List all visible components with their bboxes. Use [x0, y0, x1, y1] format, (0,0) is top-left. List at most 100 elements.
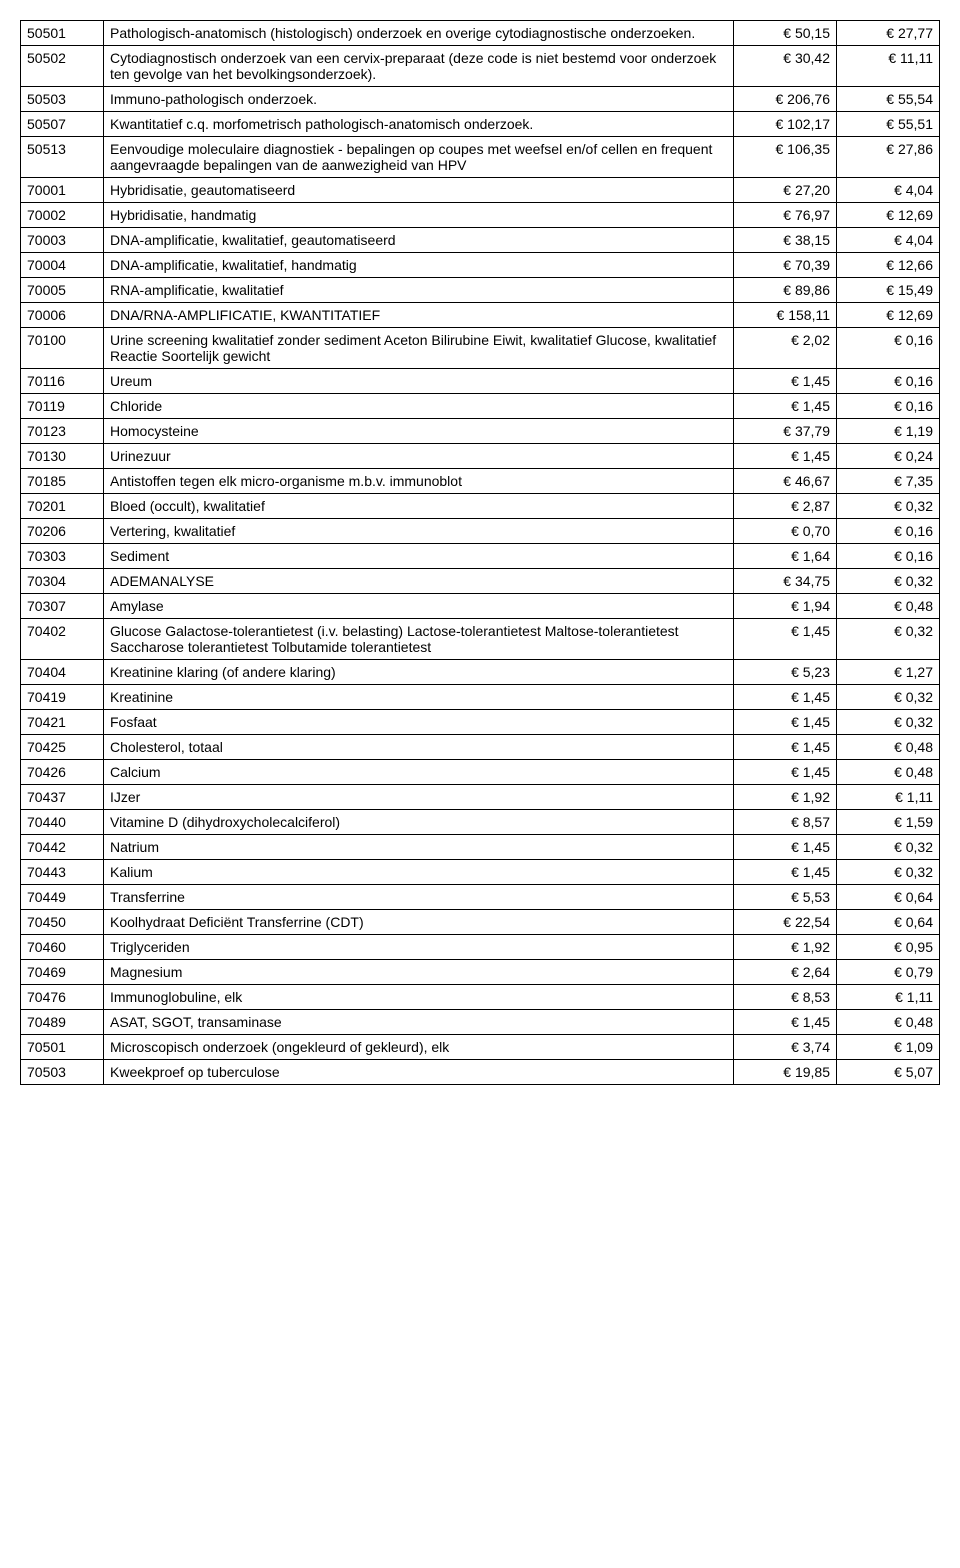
price1-cell: € 34,75	[734, 569, 837, 594]
price2-cell: € 0,16	[837, 544, 940, 569]
price2-cell: € 0,48	[837, 760, 940, 785]
price1-cell: € 37,79	[734, 419, 837, 444]
code-cell: 70304	[21, 569, 104, 594]
price1-cell: € 1,45	[734, 685, 837, 710]
price-table: 50501Pathologisch-anatomisch (histologis…	[20, 20, 940, 1085]
code-cell: 70201	[21, 494, 104, 519]
price2-cell: € 0,79	[837, 960, 940, 985]
price2-cell: € 0,48	[837, 735, 940, 760]
description-cell: IJzer	[104, 785, 734, 810]
price1-cell: € 206,76	[734, 87, 837, 112]
price1-cell: € 2,87	[734, 494, 837, 519]
price2-cell: € 1,11	[837, 985, 940, 1010]
table-row: 70303Sediment€ 1,64€ 0,16	[21, 544, 940, 569]
price2-cell: € 1,19	[837, 419, 940, 444]
code-cell: 50502	[21, 46, 104, 87]
table-row: 70130Urinezuur€ 1,45€ 0,24	[21, 444, 940, 469]
code-cell: 50507	[21, 112, 104, 137]
price1-cell: € 2,64	[734, 960, 837, 985]
code-cell: 70489	[21, 1010, 104, 1035]
description-cell: Urinezuur	[104, 444, 734, 469]
description-cell: Chloride	[104, 394, 734, 419]
price2-cell: € 0,64	[837, 885, 940, 910]
table-row: 50503Immuno-pathologisch onderzoek.€ 206…	[21, 87, 940, 112]
price2-cell: € 1,27	[837, 660, 940, 685]
description-cell: Glucose Galactose-tolerantietest (i.v. b…	[104, 619, 734, 660]
table-row: 70001Hybridisatie, geautomatiseerd€ 27,2…	[21, 178, 940, 203]
code-cell: 70002	[21, 203, 104, 228]
price2-cell: € 1,11	[837, 785, 940, 810]
price2-cell: € 1,09	[837, 1035, 940, 1060]
description-cell: Hybridisatie, geautomatiseerd	[104, 178, 734, 203]
price1-cell: € 106,35	[734, 137, 837, 178]
price2-cell: € 0,32	[837, 685, 940, 710]
description-cell: Immunoglobuline, elk	[104, 985, 734, 1010]
description-cell: Eenvoudige moleculaire diagnostiek - bep…	[104, 137, 734, 178]
table-row: 70440Vitamine D (dihydroxycholecalcifero…	[21, 810, 940, 835]
table-row: 70437IJzer€ 1,92€ 1,11	[21, 785, 940, 810]
code-cell: 70469	[21, 960, 104, 985]
table-row: 70004DNA-amplificatie, kwalitatief, hand…	[21, 253, 940, 278]
code-cell: 70005	[21, 278, 104, 303]
code-cell: 70425	[21, 735, 104, 760]
price2-cell: € 7,35	[837, 469, 940, 494]
table-row: 70419Kreatinine€ 1,45€ 0,32	[21, 685, 940, 710]
price1-cell: € 1,45	[734, 760, 837, 785]
price2-cell: € 15,49	[837, 278, 940, 303]
description-cell: ASAT, SGOT, transaminase	[104, 1010, 734, 1035]
price1-cell: € 1,92	[734, 785, 837, 810]
price2-cell: € 0,64	[837, 910, 940, 935]
description-cell: DNA/RNA-AMPLIFICATIE, KWANTITATIEF	[104, 303, 734, 328]
price1-cell: € 1,45	[734, 394, 837, 419]
code-cell: 70449	[21, 885, 104, 910]
code-cell: 70119	[21, 394, 104, 419]
description-cell: Kreatinine	[104, 685, 734, 710]
code-cell: 70402	[21, 619, 104, 660]
price1-cell: € 102,17	[734, 112, 837, 137]
code-cell: 50503	[21, 87, 104, 112]
description-cell: Bloed (occult), kwalitatief	[104, 494, 734, 519]
price1-cell: € 27,20	[734, 178, 837, 203]
description-cell: Transferrine	[104, 885, 734, 910]
code-cell: 70419	[21, 685, 104, 710]
table-row: 70005RNA-amplificatie, kwalitatief€ 89,8…	[21, 278, 940, 303]
table-row: 70501Microscopisch onderzoek (ongekleurd…	[21, 1035, 940, 1060]
price2-cell: € 55,54	[837, 87, 940, 112]
price1-cell: € 76,97	[734, 203, 837, 228]
table-row: 70304ADEMANALYSE€ 34,75€ 0,32	[21, 569, 940, 594]
price1-cell: € 50,15	[734, 21, 837, 46]
description-cell: Magnesium	[104, 960, 734, 985]
description-cell: Triglyceriden	[104, 935, 734, 960]
code-cell: 70004	[21, 253, 104, 278]
code-cell: 70476	[21, 985, 104, 1010]
price1-cell: € 5,53	[734, 885, 837, 910]
description-cell: Vertering, kwalitatief	[104, 519, 734, 544]
price1-cell: € 70,39	[734, 253, 837, 278]
table-row: 50501Pathologisch-anatomisch (histologis…	[21, 21, 940, 46]
table-row: 70402Glucose Galactose-tolerantietest (i…	[21, 619, 940, 660]
price1-cell: € 3,74	[734, 1035, 837, 1060]
code-cell: 70421	[21, 710, 104, 735]
price1-cell: € 1,64	[734, 544, 837, 569]
price1-cell: € 158,11	[734, 303, 837, 328]
table-row: 70100Urine screening kwalitatief zonder …	[21, 328, 940, 369]
price1-cell: € 22,54	[734, 910, 837, 935]
description-cell: ADEMANALYSE	[104, 569, 734, 594]
description-cell: Kreatinine klaring (of andere klaring)	[104, 660, 734, 685]
price1-cell: € 0,70	[734, 519, 837, 544]
table-row: 70489ASAT, SGOT, transaminase€ 1,45€ 0,4…	[21, 1010, 940, 1035]
description-cell: Cholesterol, totaal	[104, 735, 734, 760]
price1-cell: € 1,94	[734, 594, 837, 619]
code-cell: 70130	[21, 444, 104, 469]
description-cell: Koolhydraat Deficiënt Transferrine (CDT)	[104, 910, 734, 935]
code-cell: 70503	[21, 1060, 104, 1085]
description-cell: Immuno-pathologisch onderzoek.	[104, 87, 734, 112]
description-cell: DNA-amplificatie, kwalitatief, geautomat…	[104, 228, 734, 253]
price2-cell: € 0,48	[837, 594, 940, 619]
description-cell: Kweekproef op tuberculose	[104, 1060, 734, 1085]
price1-cell: € 2,02	[734, 328, 837, 369]
description-cell: Hybridisatie, handmatig	[104, 203, 734, 228]
description-cell: Microscopisch onderzoek (ongekleurd of g…	[104, 1035, 734, 1060]
price1-cell: € 8,53	[734, 985, 837, 1010]
price1-cell: € 8,57	[734, 810, 837, 835]
